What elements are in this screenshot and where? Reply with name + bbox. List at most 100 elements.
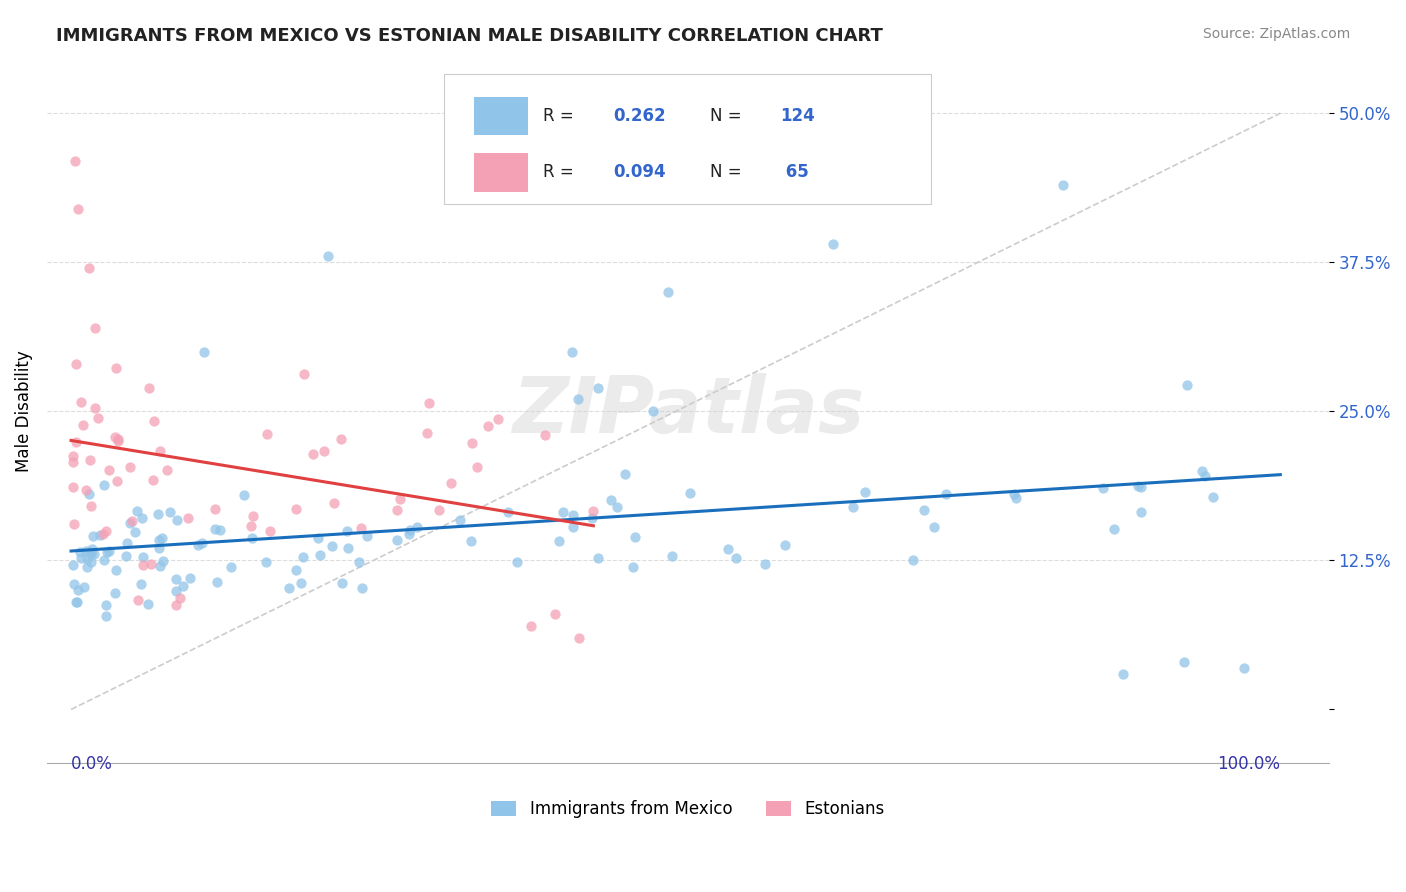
- Point: [96, 608, 118, 623]
- Point: [242, 508, 264, 523]
- Point: [307, 531, 329, 545]
- Point: [477, 418, 499, 433]
- Point: [308, 548, 330, 562]
- Point: [62, 455, 84, 469]
- Point: [1102, 522, 1125, 536]
- Point: [187, 538, 209, 552]
- Point: [1191, 464, 1213, 478]
- Point: [66, 582, 89, 597]
- Point: [76, 552, 98, 566]
- Point: [935, 486, 957, 500]
- Point: [561, 344, 583, 359]
- Point: [332, 575, 354, 590]
- Point: [114, 549, 136, 563]
- Point: [104, 360, 127, 375]
- Point: [278, 581, 301, 595]
- Point: [901, 553, 924, 567]
- Point: [156, 463, 179, 477]
- Point: [96, 544, 118, 558]
- Point: [254, 555, 277, 569]
- Point: [63, 153, 86, 168]
- Point: [96, 598, 118, 612]
- Point: [128, 592, 150, 607]
- Point: [62, 480, 84, 494]
- Point: [567, 392, 589, 407]
- Point: [562, 520, 585, 534]
- Point: [534, 428, 557, 442]
- Point: [176, 511, 198, 525]
- Point: [1091, 481, 1114, 495]
- Point: [63, 576, 86, 591]
- Point: [104, 586, 127, 600]
- Point: [94, 524, 117, 539]
- Legend: Immigrants from Mexico, Estonians: Immigrants from Mexico, Estonians: [485, 794, 891, 825]
- Point: [775, 538, 797, 552]
- Point: [1129, 505, 1152, 519]
- Point: [76, 559, 98, 574]
- Point: [165, 572, 187, 586]
- Point: [643, 404, 665, 418]
- Point: [66, 595, 89, 609]
- Bar: [474, 153, 527, 192]
- Point: [465, 460, 488, 475]
- Point: [399, 523, 422, 537]
- Point: [551, 506, 574, 520]
- Point: [107, 432, 129, 446]
- Point: [1126, 478, 1149, 492]
- Point: [80, 547, 103, 561]
- Point: [152, 554, 174, 568]
- Point: [544, 607, 567, 621]
- Point: [77, 261, 100, 276]
- Point: [121, 514, 143, 528]
- Text: IMMIGRANTS FROM MEXICO VS ESTONIAN MALE DISABILITY CORRELATION CHART: IMMIGRANTS FROM MEXICO VS ESTONIAN MALE …: [56, 27, 883, 45]
- Point: [132, 550, 155, 565]
- Point: [284, 562, 307, 576]
- Point: [240, 519, 263, 533]
- Point: [586, 551, 609, 566]
- Text: N =: N =: [710, 107, 747, 125]
- Text: 100.0%: 100.0%: [1218, 755, 1281, 772]
- Point: [350, 521, 373, 535]
- Point: [127, 503, 149, 517]
- Point: [79, 555, 101, 569]
- Point: [73, 580, 96, 594]
- Text: N =: N =: [710, 163, 747, 181]
- Point: [172, 579, 194, 593]
- Point: [290, 576, 312, 591]
- Point: [79, 452, 101, 467]
- Point: [82, 529, 104, 543]
- Point: [204, 502, 226, 516]
- Point: [65, 435, 87, 450]
- Point: [97, 462, 120, 476]
- Point: [65, 595, 87, 609]
- Point: [115, 536, 138, 550]
- Point: [724, 551, 747, 566]
- Point: [79, 544, 101, 558]
- Bar: [474, 96, 527, 136]
- Point: [84, 321, 107, 335]
- Point: [416, 426, 439, 441]
- Point: [613, 467, 636, 481]
- Point: [623, 530, 645, 544]
- Point: [385, 502, 408, 516]
- Point: [1112, 666, 1135, 681]
- Point: [208, 523, 231, 537]
- Point: [65, 357, 87, 371]
- Point: [219, 559, 242, 574]
- Point: [821, 237, 844, 252]
- Point: [922, 520, 945, 534]
- Point: [606, 500, 628, 515]
- Point: [388, 492, 411, 507]
- Point: [259, 524, 281, 539]
- Point: [165, 584, 187, 599]
- Point: [89, 527, 111, 541]
- Point: [93, 552, 115, 566]
- Point: [621, 560, 644, 574]
- Text: 65: 65: [780, 163, 808, 181]
- Point: [136, 597, 159, 611]
- Point: [204, 522, 226, 536]
- Point: [91, 526, 114, 541]
- Point: [150, 531, 173, 545]
- Point: [148, 533, 170, 547]
- Point: [330, 432, 353, 446]
